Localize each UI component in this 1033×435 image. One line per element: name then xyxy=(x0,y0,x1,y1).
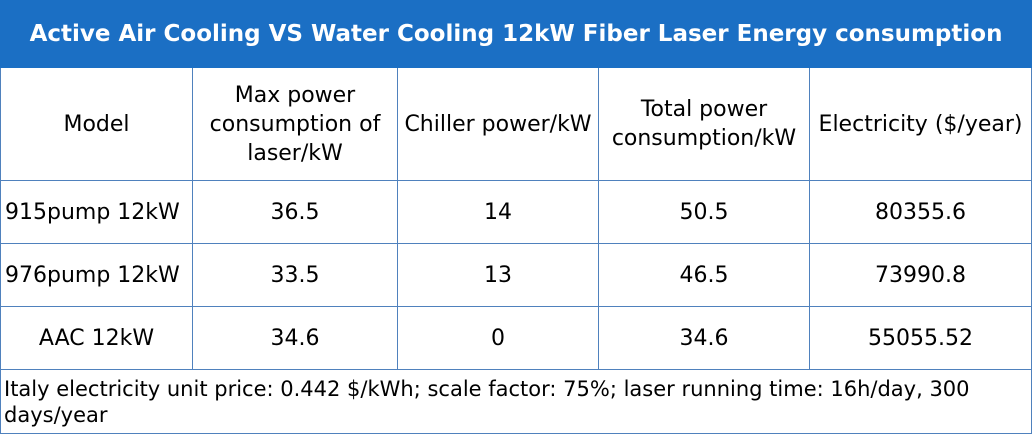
table-title: Active Air Cooling VS Water Cooling 12kW… xyxy=(0,0,1033,68)
table-row: 915pump 12kW 36.5 14 50.5 80355.6 xyxy=(0,180,1033,244)
electricity-cell: 55055.52 xyxy=(808,306,1033,370)
model-cell: 976pump 12kW xyxy=(0,243,193,307)
chiller-power-cell: 0 xyxy=(397,306,599,370)
total-power-cell: 46.5 xyxy=(598,243,810,307)
chiller-power-cell: 14 xyxy=(397,180,599,244)
header-model: Model xyxy=(0,67,193,181)
model-cell: AAC 12kW xyxy=(0,306,193,370)
table-row: AAC 12kW 34.6 0 34.6 55055.52 xyxy=(0,306,1033,370)
max-power-cell: 34.6 xyxy=(192,306,398,370)
title-row: Active Air Cooling VS Water Cooling 12kW… xyxy=(0,0,1033,68)
max-power-cell: 33.5 xyxy=(192,243,398,307)
header-electricity: Electricity ($/year) xyxy=(808,67,1033,181)
header-max-power: Max power consumption of laser/kW xyxy=(192,67,398,181)
model-cell: 915pump 12kW xyxy=(0,180,193,244)
note-row: Italy electricity unit price: 0.442 $/kW… xyxy=(0,369,1033,434)
electricity-cell: 80355.6 xyxy=(808,180,1033,244)
max-power-cell: 36.5 xyxy=(192,180,398,244)
header-total-power: Total power consumption/kW xyxy=(598,67,810,181)
header-chiller-power: Chiller power/kW xyxy=(397,67,599,181)
table-row: 976pump 12kW 33.5 13 46.5 73990.8 xyxy=(0,243,1033,307)
total-power-cell: 34.6 xyxy=(598,306,810,370)
header-row: Model Max power consumption of laser/kW … xyxy=(0,67,1033,181)
footnote: Italy electricity unit price: 0.442 $/kW… xyxy=(0,369,1033,434)
total-power-cell: 50.5 xyxy=(598,180,810,244)
electricity-cell: 73990.8 xyxy=(808,243,1033,307)
chiller-power-cell: 13 xyxy=(397,243,599,307)
